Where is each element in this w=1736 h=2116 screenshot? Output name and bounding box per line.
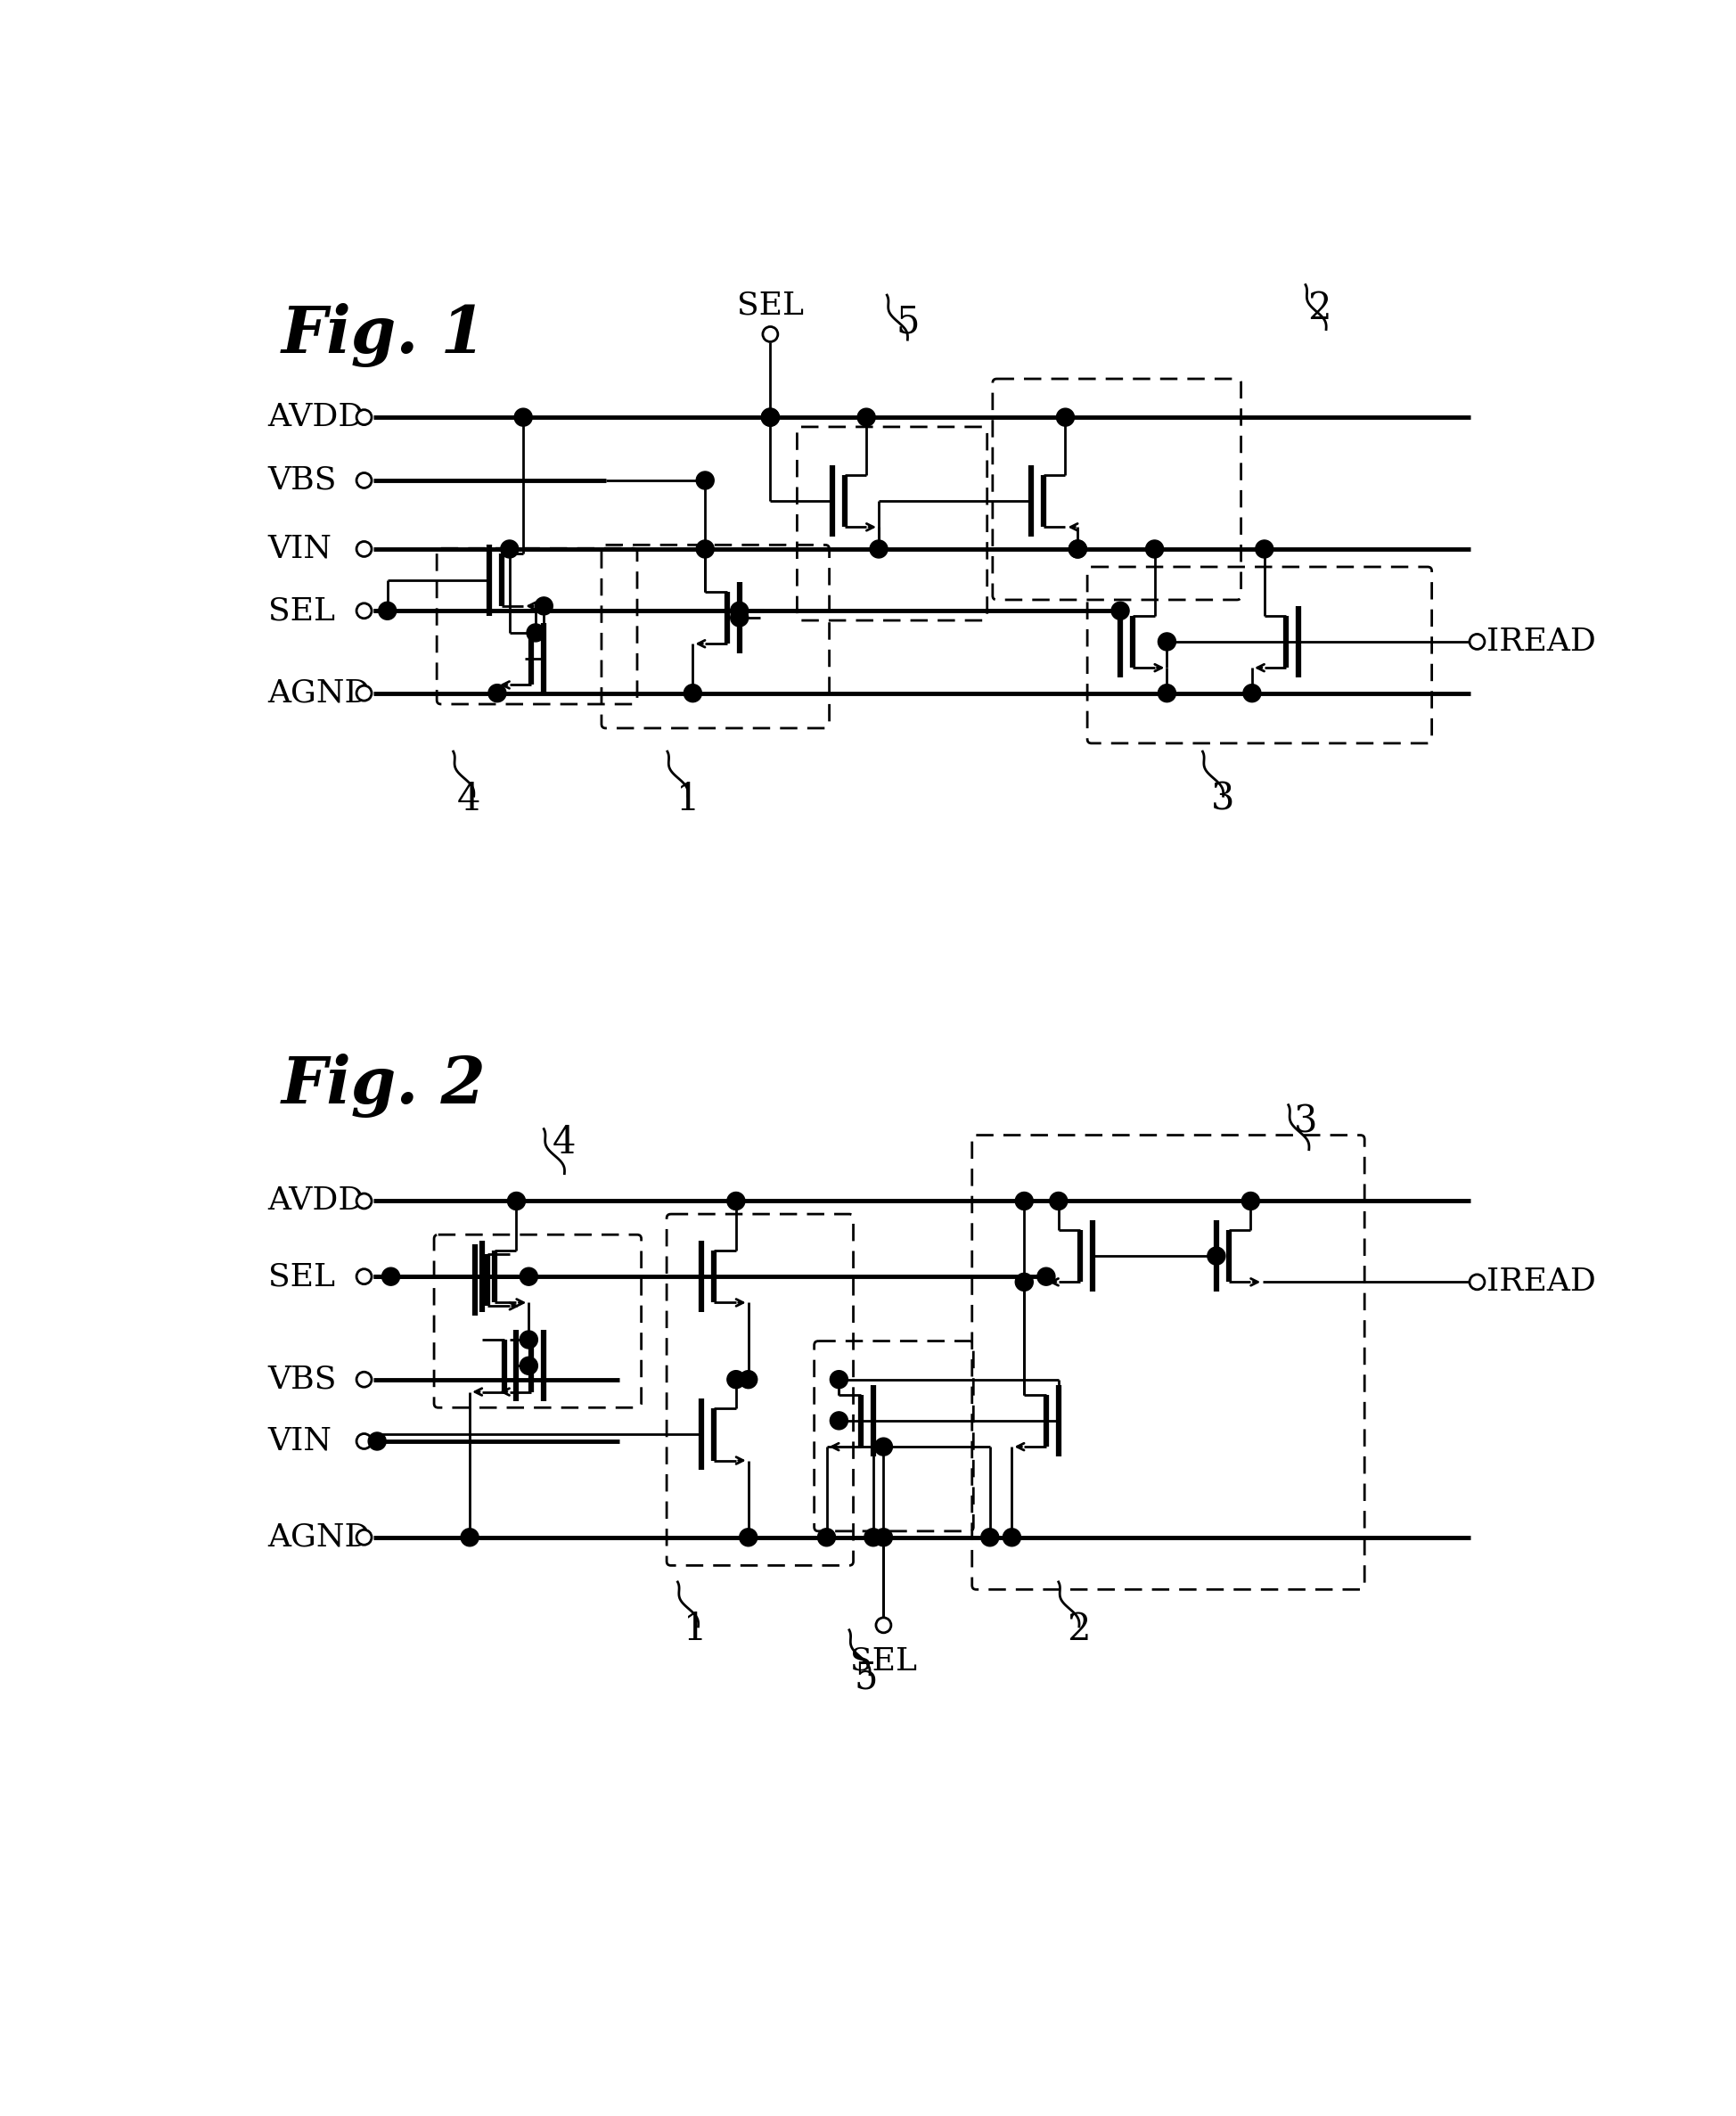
Circle shape <box>830 1371 847 1388</box>
Circle shape <box>830 1411 847 1430</box>
Circle shape <box>368 1433 385 1449</box>
Circle shape <box>727 1371 745 1388</box>
Circle shape <box>1016 1274 1033 1291</box>
Circle shape <box>865 1528 882 1547</box>
Circle shape <box>1243 683 1260 703</box>
Text: 4: 4 <box>457 781 481 819</box>
Circle shape <box>488 683 507 703</box>
Text: 3: 3 <box>1293 1102 1318 1141</box>
Circle shape <box>378 601 396 620</box>
Circle shape <box>762 408 779 425</box>
Text: VIN: VIN <box>267 1426 332 1456</box>
Circle shape <box>519 1331 538 1348</box>
Circle shape <box>1016 1191 1033 1210</box>
Circle shape <box>519 1267 538 1284</box>
Text: 5: 5 <box>896 303 920 341</box>
Circle shape <box>740 1371 757 1388</box>
Text: VBS: VBS <box>267 466 337 495</box>
Circle shape <box>981 1528 998 1547</box>
Circle shape <box>526 624 545 641</box>
Circle shape <box>1158 633 1175 650</box>
Text: 2: 2 <box>1307 290 1332 328</box>
Text: VIN: VIN <box>267 533 332 565</box>
Circle shape <box>1208 1246 1226 1265</box>
Circle shape <box>1470 1274 1484 1289</box>
Text: 5: 5 <box>854 1659 878 1697</box>
Circle shape <box>1111 601 1128 620</box>
Text: 2: 2 <box>1068 1610 1090 1648</box>
Text: AVDD: AVDD <box>267 402 365 432</box>
Circle shape <box>519 1356 538 1375</box>
Circle shape <box>696 540 713 559</box>
Text: Fig. 2: Fig. 2 <box>281 1054 486 1117</box>
Text: Fig. 1: Fig. 1 <box>281 303 486 368</box>
Circle shape <box>870 540 887 559</box>
Text: SEL: SEL <box>267 1261 335 1291</box>
Circle shape <box>875 1528 892 1547</box>
Text: SEL: SEL <box>267 595 335 626</box>
Circle shape <box>460 1528 479 1547</box>
Circle shape <box>740 1528 757 1547</box>
Circle shape <box>858 408 875 425</box>
Circle shape <box>356 1435 372 1449</box>
Circle shape <box>1255 540 1272 559</box>
Circle shape <box>356 472 372 489</box>
Circle shape <box>1069 540 1087 559</box>
Circle shape <box>1069 540 1087 559</box>
Circle shape <box>1050 1191 1068 1210</box>
Circle shape <box>1003 1528 1021 1547</box>
Circle shape <box>1158 683 1175 703</box>
Text: 3: 3 <box>1212 781 1234 819</box>
Circle shape <box>762 326 778 343</box>
Circle shape <box>1241 1191 1260 1210</box>
Circle shape <box>356 686 372 700</box>
Circle shape <box>1146 540 1163 559</box>
Circle shape <box>875 1437 892 1456</box>
Text: AVDD: AVDD <box>267 1185 365 1217</box>
Text: SEL: SEL <box>851 1646 917 1676</box>
Text: AGND: AGND <box>267 1521 372 1553</box>
Text: IREAD: IREAD <box>1486 1267 1595 1297</box>
Circle shape <box>1057 408 1075 425</box>
Circle shape <box>762 408 779 425</box>
Text: VBS: VBS <box>267 1365 337 1394</box>
Text: 1: 1 <box>682 1610 707 1648</box>
Circle shape <box>356 1371 372 1386</box>
Text: 1: 1 <box>677 781 700 819</box>
Circle shape <box>356 603 372 618</box>
Circle shape <box>356 542 372 557</box>
Text: AGND: AGND <box>267 677 372 709</box>
Circle shape <box>356 1193 372 1208</box>
Circle shape <box>507 1191 526 1210</box>
Circle shape <box>535 597 552 616</box>
Circle shape <box>382 1267 399 1284</box>
Circle shape <box>356 1270 372 1284</box>
Circle shape <box>696 472 713 489</box>
Text: SEL: SEL <box>736 290 804 320</box>
Circle shape <box>818 1528 835 1547</box>
Text: 4: 4 <box>552 1124 576 1162</box>
Text: IREAD: IREAD <box>1486 626 1595 656</box>
Circle shape <box>684 683 701 703</box>
Circle shape <box>356 411 372 425</box>
Circle shape <box>514 408 533 425</box>
Circle shape <box>731 609 748 626</box>
Circle shape <box>731 601 748 620</box>
Circle shape <box>727 1191 745 1210</box>
Circle shape <box>1036 1267 1055 1284</box>
Circle shape <box>356 1530 372 1545</box>
Circle shape <box>877 1617 891 1634</box>
Circle shape <box>500 540 519 559</box>
Circle shape <box>1470 635 1484 650</box>
